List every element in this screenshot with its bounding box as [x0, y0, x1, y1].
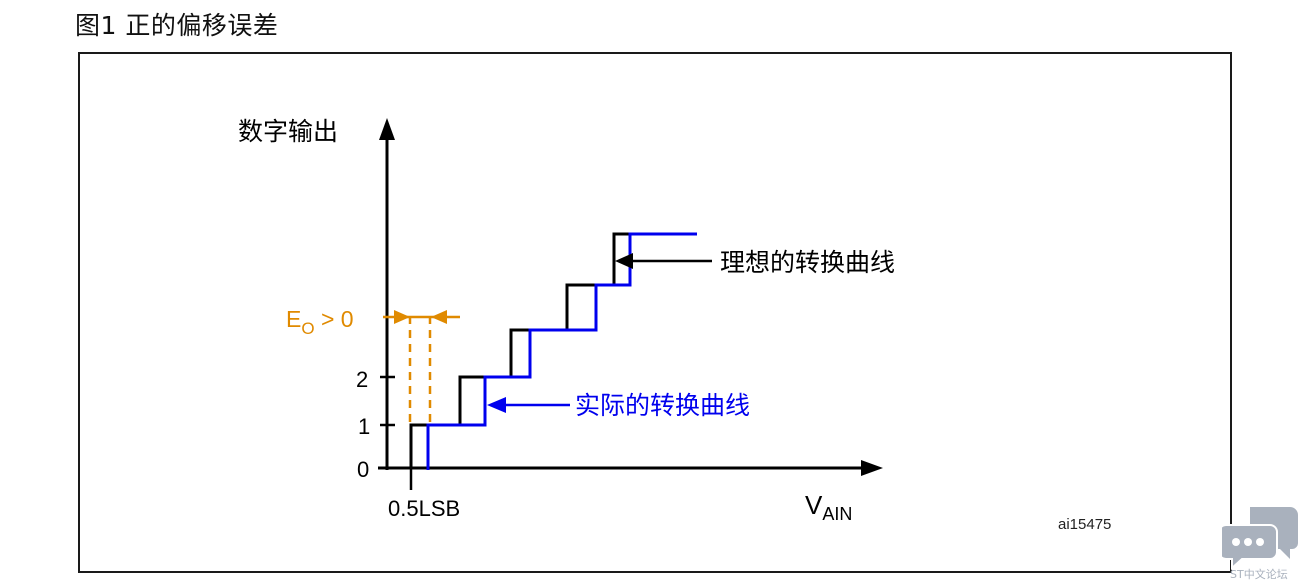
y-tick-2: 2 — [356, 367, 368, 392]
ideal-curve-label: 理想的转换曲线 — [720, 248, 895, 277]
offset-error-label: EO > 0 — [286, 306, 354, 338]
watermark-text: ST中文论坛 — [1230, 568, 1288, 581]
half-lsb-label: 0.5LSB — [388, 496, 460, 521]
y-axis — [379, 118, 395, 470]
actual-curve-label: 实际的转换曲线 — [575, 391, 750, 420]
offset-left-arrow-icon — [431, 310, 447, 324]
x-axis-label: VAIN — [805, 490, 852, 524]
y-tick-0: 0 — [357, 457, 369, 482]
actual-curve — [426, 232, 697, 470]
figure-title: 图1 正的偏移误差 — [75, 11, 279, 40]
x-axis — [378, 460, 883, 476]
offset-right-arrow-icon — [394, 310, 410, 324]
actual-pointer-arrow-icon — [487, 397, 506, 413]
ideal-curve-pointer — [615, 253, 712, 269]
offset-error-marker — [383, 310, 460, 424]
x-axis-arrow-icon — [861, 460, 883, 476]
actual-curve-pointer — [487, 397, 570, 413]
ideal-pointer-arrow-icon — [615, 253, 633, 269]
ideal-curve — [409, 232, 630, 468]
y-tick-1: 1 — [358, 414, 370, 439]
y-axis-label: 数字输出 — [238, 117, 338, 146]
y-ticks — [380, 375, 395, 427]
figure-frame — [78, 52, 1232, 573]
y-axis-arrow-icon — [379, 118, 395, 140]
forum-logo-icon — [1222, 507, 1298, 571]
figure-id-label: ai15475 — [1058, 516, 1111, 533]
